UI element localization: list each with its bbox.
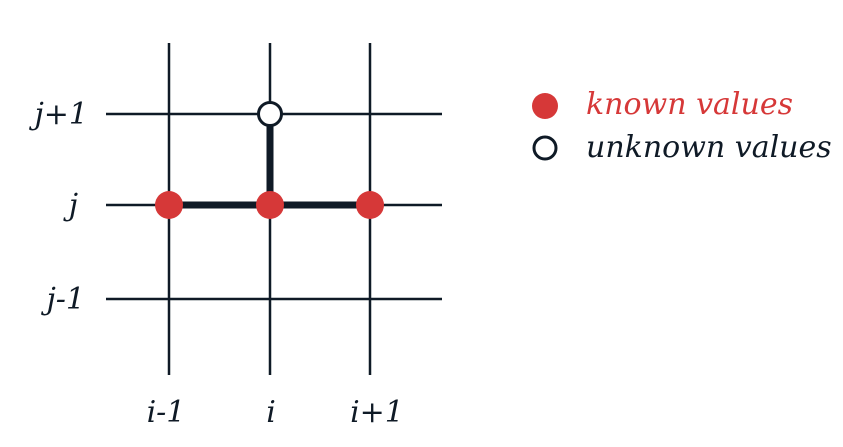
legend-unknown-label: unknown values: [586, 130, 832, 165]
row-label-j-minus-1: j-1: [40, 282, 85, 317]
unknown-point-i-j-plus-1: [257, 101, 283, 127]
stencil-points: [155, 101, 384, 219]
legend-known-marker: [532, 93, 558, 119]
known-point-i-minus-1-j: [155, 191, 183, 219]
known-point-i-j: [256, 191, 284, 219]
column-labels: i-1 i i+1: [147, 395, 404, 430]
legend-unknown-marker: [532, 135, 558, 161]
legend: known values unknown values: [532, 87, 832, 165]
row-labels: j+1 j j-1: [28, 97, 88, 317]
known-point-i-plus-1-j: [356, 191, 384, 219]
column-label-i-minus-1: i-1: [147, 395, 186, 430]
column-label-i-plus-1: i+1: [350, 395, 404, 430]
row-label-j: j: [63, 188, 78, 223]
legend-known-label: known values: [586, 87, 793, 122]
column-label-i: i: [266, 395, 276, 430]
row-label-j-plus-1: j+1: [28, 97, 88, 132]
